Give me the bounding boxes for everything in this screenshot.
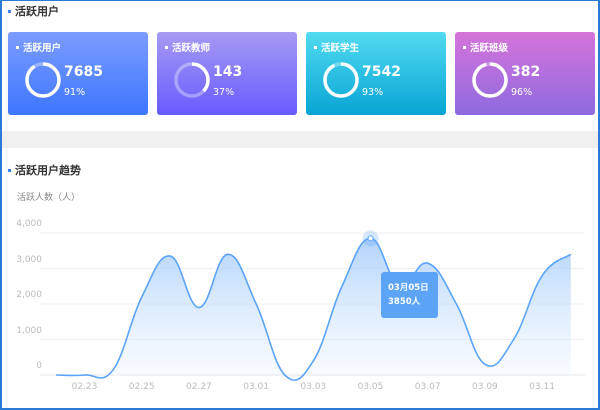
data-point-03.09[interactable] [482, 361, 488, 367]
bullet-icon [314, 45, 317, 49]
x-tick-label: 03.05 [357, 382, 384, 392]
bullet-icon [16, 45, 19, 49]
data-point-03.08[interactable] [453, 301, 459, 307]
y-axis-label: 活跃人数（人） [17, 193, 81, 203]
card-value: 7685 [64, 64, 103, 80]
card-title: 活跃教师 [165, 40, 210, 54]
x-tick-label: 02.27 [186, 382, 212, 392]
y-tick-label: 4,000 [16, 219, 42, 229]
card-percent: 93% [362, 87, 384, 98]
data-point-02.27[interactable] [196, 305, 202, 311]
data-point-02.28[interactable] [225, 251, 231, 257]
card-value: 143 [213, 64, 243, 80]
card-title: 活跃用户 [16, 40, 61, 54]
y-tick-label: 1,000 [16, 325, 42, 336]
highlight-point [367, 235, 374, 242]
progress-ring-icon [25, 62, 61, 98]
card-title: 活跃班级 [463, 40, 508, 54]
progress-ring-icon [323, 62, 359, 98]
data-point-03.03[interactable] [310, 358, 316, 364]
progress-ring-icon [472, 62, 508, 98]
x-tick-label: 03.07 [414, 382, 441, 392]
stat-card[interactable]: 活跃教师 143 37% [157, 32, 297, 115]
data-point-03.12[interactable] [568, 251, 574, 257]
card-label: 活跃班级 [470, 43, 509, 54]
divider-band [2, 131, 598, 148]
card-label: 活跃教师 [172, 43, 211, 54]
data-point-03.01[interactable] [253, 301, 259, 307]
x-tick-label: 03.03 [300, 382, 327, 392]
card-label: 活跃学生 [321, 43, 360, 54]
tooltip-date: 03月05日 [388, 283, 429, 293]
x-tick-label: 03.01 [243, 382, 269, 392]
data-point-02.24[interactable] [110, 367, 116, 373]
bullet-icon [8, 9, 11, 13]
bullet-icon [463, 45, 466, 49]
data-point-03.02[interactable] [282, 372, 288, 378]
series-line [55, 237, 572, 381]
card-percent: 37% [213, 87, 235, 98]
tooltip-value: 3850人 [388, 297, 421, 307]
data-point-03.07[interactable] [425, 260, 431, 266]
card-label: 活跃用户 [23, 43, 62, 54]
data-point-02.26[interactable] [167, 253, 173, 259]
bullet-icon [8, 168, 11, 172]
section-title-trend: 活跃用户趋势 [8, 162, 81, 178]
stat-card[interactable]: 活跃学生 7542 93% [306, 32, 446, 115]
x-tick-label: 03.09 [472, 382, 498, 392]
card-percent: 96% [511, 87, 533, 98]
y-tick-label: 0 [36, 361, 42, 371]
section-title-text: 活跃用户 [15, 5, 59, 18]
y-tick-label: 3,000 [16, 254, 42, 265]
chart-tooltip: 03月05日 3850人 [381, 272, 438, 318]
card-title: 活跃学生 [314, 40, 359, 54]
bullet-icon [165, 45, 168, 49]
data-point-02.25[interactable] [139, 294, 145, 300]
data-point-03.11[interactable] [539, 273, 545, 279]
data-point-03.04[interactable] [339, 283, 345, 289]
y-tick-label: 2,000 [16, 290, 42, 300]
x-tick-label: 03.11 [529, 382, 555, 392]
x-tick-label: 02.23 [71, 382, 98, 392]
area-fill [56, 238, 571, 381]
card-percent: 91% [64, 87, 86, 98]
data-point-03.10[interactable] [511, 337, 517, 343]
card-value: 382 [511, 64, 541, 80]
stat-card[interactable]: 活跃用户 7685 91% [8, 32, 148, 115]
stat-card[interactable]: 活跃班级 382 96% [455, 32, 595, 115]
card-value: 7542 [362, 64, 401, 80]
data-point-02.22[interactable] [53, 372, 59, 378]
section-title-active-users: 活跃用户 [8, 3, 59, 19]
x-tick-label: 02.25 [128, 382, 155, 392]
data-point-02.23[interactable] [82, 372, 88, 378]
progress-ring-icon [174, 62, 210, 98]
section-title-text: 活跃用户趋势 [15, 164, 81, 177]
